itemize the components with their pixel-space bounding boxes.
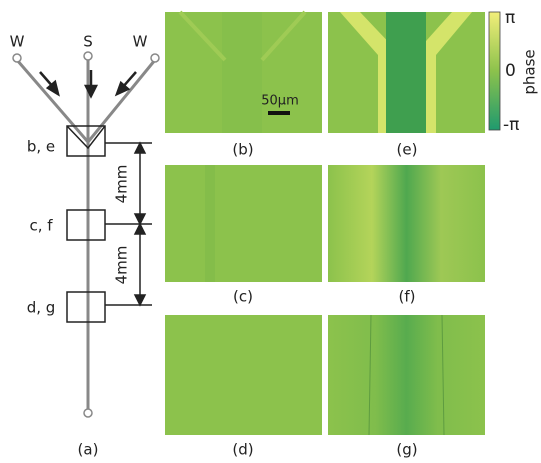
distance-label: 4mm (113, 246, 131, 285)
inlet-label: W (133, 33, 148, 51)
box-label: c, f (29, 217, 53, 235)
distance-label: 4mm (113, 165, 131, 204)
image-f (328, 165, 485, 282)
colorbar-tick: -π (503, 115, 519, 135)
inlet-label: S (83, 33, 93, 51)
inlet-label: W (10, 33, 25, 51)
colorbar (489, 12, 500, 130)
image-g (328, 315, 485, 435)
panel-label: (c) (233, 288, 253, 306)
panel-label: (d) (232, 441, 253, 459)
panel-label: (b) (232, 141, 253, 159)
image-c (165, 165, 322, 282)
scale-bar-label: 50μm (261, 94, 298, 109)
image-e (328, 12, 485, 133)
figure: W S W b, e c, f d, g 4mm 4mm (a) 50μm (b… (0, 0, 541, 463)
panel-label: (g) (396, 441, 417, 459)
colorbar-label: phase (521, 49, 539, 94)
panel-label: (e) (397, 141, 418, 159)
panel-label: (f) (399, 288, 416, 306)
box-label: d, g (27, 299, 56, 317)
panel-label: (a) (78, 441, 99, 459)
image-d (165, 315, 322, 435)
box-label: b, e (27, 138, 55, 156)
colorbar-tick: 0 (505, 61, 516, 81)
image-c-stripe (205, 165, 215, 282)
colorbar-tick: π (505, 8, 515, 28)
boxes (67, 126, 105, 322)
image-b (165, 12, 322, 133)
